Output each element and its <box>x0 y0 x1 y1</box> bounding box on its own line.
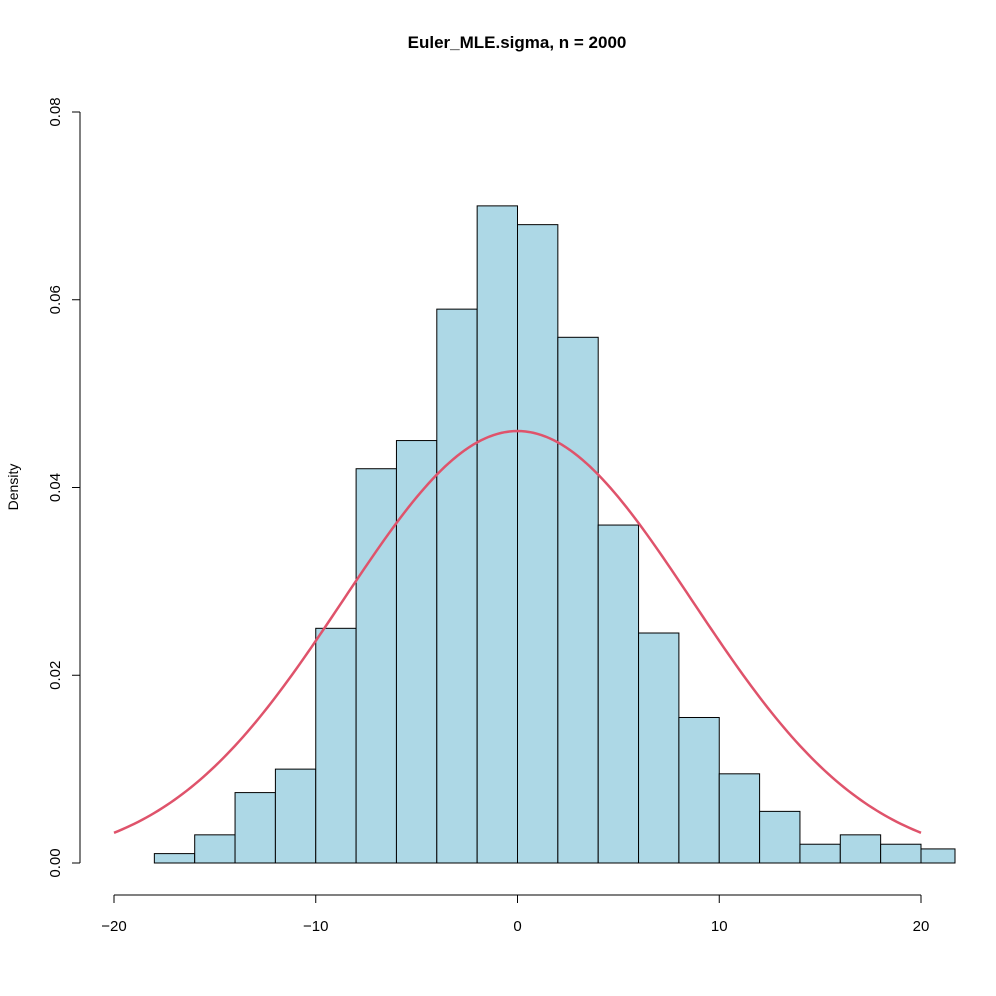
histogram-bar <box>194 834 236 864</box>
histogram-bar <box>597 524 640 864</box>
histogram-bar <box>638 632 680 864</box>
chart-title: Euler_MLE.sigma, n = 2000 <box>408 33 627 52</box>
histogram-bar <box>880 843 922 864</box>
y-tick-label: 0.02 <box>47 661 64 690</box>
histogram-bar <box>799 843 841 864</box>
y-tick-label: 0.06 <box>47 285 64 314</box>
y-tick-label: 0.08 <box>47 97 64 126</box>
y-axis: 0.00 0.02 0.04 0.06 0.08 <box>47 97 81 878</box>
histogram-bar <box>395 440 438 864</box>
histogram-bar <box>274 768 317 864</box>
histogram-bar <box>839 834 882 864</box>
y-axis-label: Density <box>5 464 21 511</box>
histogram-bar <box>718 773 761 864</box>
histogram-bar <box>234 792 276 864</box>
x-tick-label: 10 <box>711 918 728 935</box>
y-tick-label: 0.04 <box>47 473 64 502</box>
histogram-bar <box>355 468 397 864</box>
x-tick-label: 20 <box>913 918 930 935</box>
histogram-bars <box>153 205 956 864</box>
histogram-bar <box>153 853 196 864</box>
x-tick-label: 0 <box>513 918 521 935</box>
histogram-bar <box>436 308 478 864</box>
x-tick-label: −10 <box>303 918 328 935</box>
y-tick-label: 0.00 <box>47 848 64 877</box>
x-axis: −20 −10 0 10 20 <box>101 894 930 935</box>
histogram-bar <box>476 205 518 864</box>
density-curve <box>113 429 922 834</box>
histogram-bar <box>557 336 599 864</box>
histogram-bar <box>315 627 357 864</box>
histogram-bar <box>678 716 720 864</box>
histogram-bar <box>759 810 801 864</box>
histogram-bar <box>517 224 559 864</box>
histogram-bar <box>920 848 956 864</box>
x-tick-label: −20 <box>101 918 126 935</box>
